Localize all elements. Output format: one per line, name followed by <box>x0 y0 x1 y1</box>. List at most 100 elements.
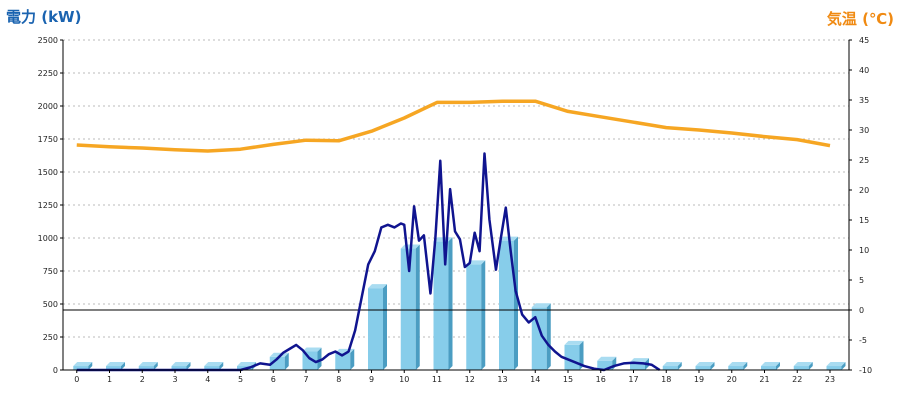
bar-front <box>204 366 220 370</box>
bar-top <box>728 362 748 367</box>
bar <box>204 362 224 370</box>
x-tick-label: 7 <box>303 375 308 384</box>
bar-front <box>826 366 842 370</box>
bar-side <box>88 362 93 370</box>
bar-front <box>630 362 646 370</box>
bar-side <box>415 244 420 370</box>
bar <box>466 260 486 370</box>
left-tick-label: 250 <box>43 333 58 342</box>
x-tick-label: 19 <box>694 375 704 384</box>
bar-top <box>597 356 617 361</box>
x-tick-label: 11 <box>432 375 442 384</box>
right-tick-label: 35 <box>859 96 869 105</box>
bar <box>73 362 93 370</box>
x-tick-label: 3 <box>172 375 177 384</box>
x-tick-label: 17 <box>628 375 638 384</box>
right-tick-label: 25 <box>859 156 869 165</box>
bar-top <box>826 362 846 367</box>
bar-front <box>499 240 515 370</box>
bar <box>171 362 191 370</box>
bar-front <box>695 366 711 370</box>
line-series <box>63 99 849 372</box>
bar-front <box>269 356 285 370</box>
x-tick-label: 6 <box>271 375 276 384</box>
bar-top <box>138 362 158 367</box>
x-tick-label: 14 <box>530 375 540 384</box>
x-tick-label: 1 <box>107 375 112 384</box>
x-tick-label: 13 <box>497 375 507 384</box>
bar <box>695 362 715 370</box>
bar-side <box>284 352 289 370</box>
bar-side <box>153 362 158 370</box>
bar-top <box>237 362 257 367</box>
bar <box>138 362 158 370</box>
right-axis-title: 気温 (℃) <box>827 10 894 28</box>
bar <box>531 303 551 370</box>
x-tick-label: 15 <box>563 375 573 384</box>
bar-side <box>350 348 355 370</box>
bar-top <box>73 362 93 367</box>
bar-top <box>302 347 322 352</box>
left-tick-label: 0 <box>53 366 58 375</box>
bar-top <box>793 362 813 367</box>
temperature-line <box>76 99 831 153</box>
bar-side <box>677 362 682 370</box>
bar-top <box>531 303 551 308</box>
bar-side <box>546 303 551 370</box>
bar-side <box>841 362 846 370</box>
bar-front <box>138 366 154 370</box>
bar <box>499 236 519 370</box>
right-tick-label: 40 <box>859 66 869 75</box>
bar <box>793 362 813 370</box>
bar-side <box>776 362 781 370</box>
bar-top <box>269 352 289 357</box>
bar-side <box>121 362 126 370</box>
bar-side <box>448 237 453 370</box>
x-tick-label: 9 <box>369 375 374 384</box>
x-tick-label: 4 <box>205 375 210 384</box>
bar-top <box>761 362 781 367</box>
bar <box>368 284 388 370</box>
bar-front <box>73 366 89 370</box>
left-tick-label: 500 <box>43 300 58 309</box>
bar-top <box>630 358 650 363</box>
bar-front <box>335 352 351 370</box>
bar <box>761 362 781 370</box>
bar-front <box>171 366 187 370</box>
bar <box>662 362 682 370</box>
bar-top <box>171 362 191 367</box>
left-tick-label: 2250 <box>38 69 58 78</box>
left-tick-label: 2000 <box>38 102 58 111</box>
bar-side <box>219 362 224 370</box>
left-tick-label: 1750 <box>38 135 58 144</box>
x-tick-label: 0 <box>74 375 79 384</box>
left-tick-label: 1500 <box>38 168 58 177</box>
bar-top <box>106 362 126 367</box>
right-tick-label: 20 <box>859 186 869 195</box>
right-tick-label: 30 <box>859 126 869 135</box>
bar-side <box>186 362 191 370</box>
bar-top <box>204 362 224 367</box>
bar-side <box>743 362 748 370</box>
bar-side <box>579 340 584 370</box>
bar-side <box>383 284 388 370</box>
bar <box>433 237 453 370</box>
bar-top <box>695 362 715 367</box>
x-tick-label: 10 <box>399 375 409 384</box>
bar-front <box>531 307 547 370</box>
x-tick-label: 2 <box>140 375 145 384</box>
bar-front <box>368 288 384 370</box>
bar-front <box>106 366 122 370</box>
bar <box>728 362 748 370</box>
bar-series <box>73 236 846 370</box>
bar-front <box>662 366 678 370</box>
gridlines <box>63 39 849 338</box>
right-tick-label: 10 <box>859 246 869 255</box>
bar-front <box>400 248 416 370</box>
bar-side <box>481 260 486 370</box>
left-tick-label: 2500 <box>38 36 58 45</box>
power-line <box>76 152 661 372</box>
x-tick-label: 12 <box>465 375 475 384</box>
left-tick-label: 1000 <box>38 234 58 243</box>
